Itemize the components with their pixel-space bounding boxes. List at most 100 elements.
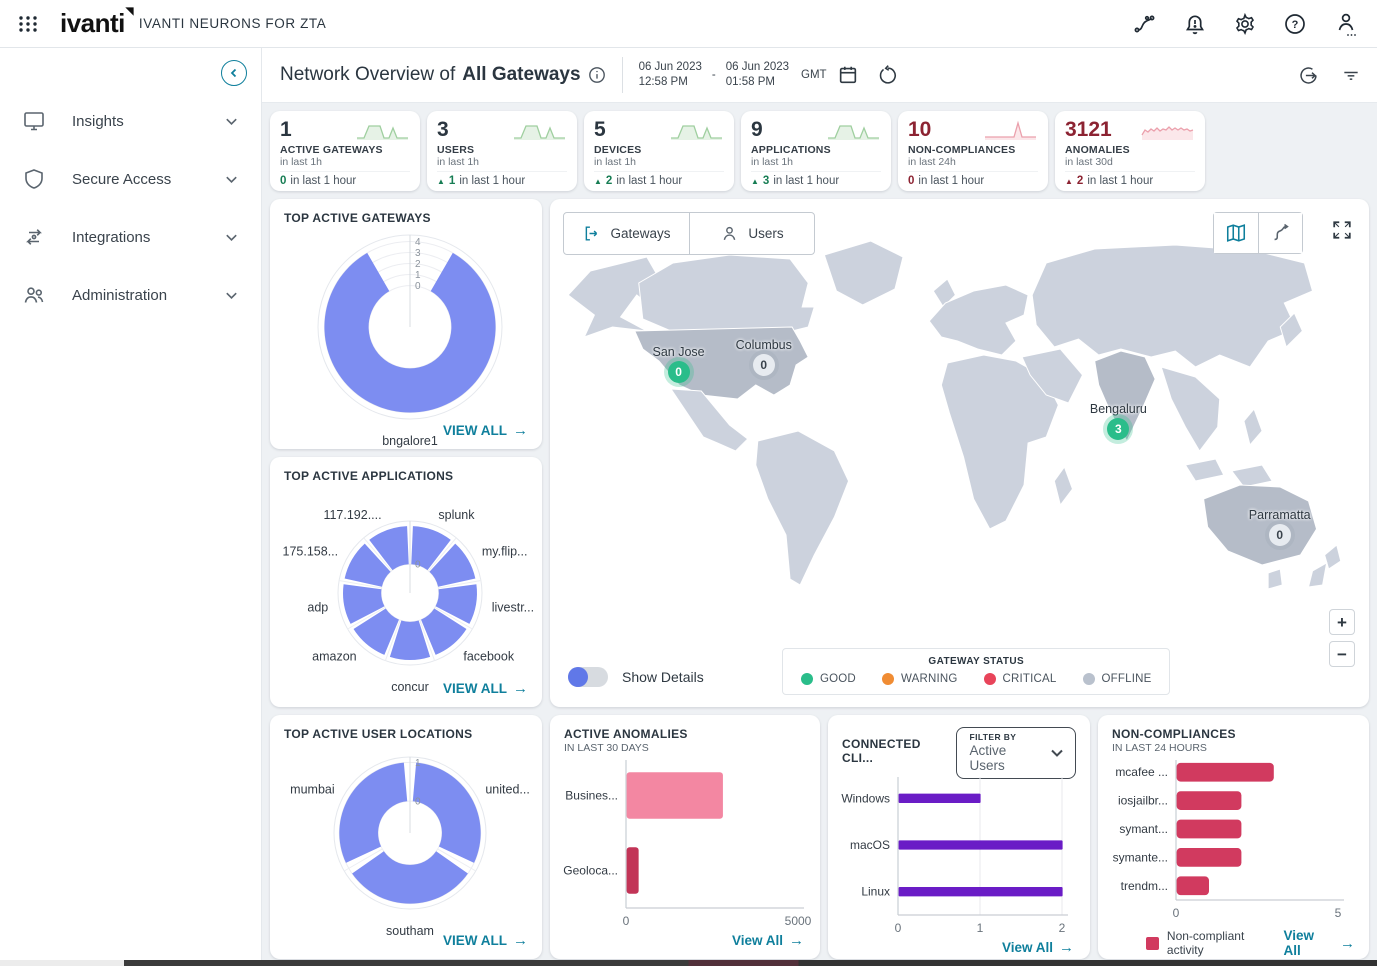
svg-text:?: ? <box>1292 19 1299 31</box>
stat-card-anomalies[interactable]: 3121 ANOMALIES in last 30d ▲ 2 in last 1 hour <box>1055 111 1205 191</box>
arrow-right-icon: → <box>513 680 528 697</box>
filter-by-dropdown[interactable]: FILTER BY Active Users <box>956 727 1076 779</box>
map-zoom-out-button[interactable]: − <box>1329 641 1355 667</box>
stat-delta: ▲ 3 in last 1 hour <box>751 171 881 187</box>
arrow-up-icon: ▲ <box>751 176 759 186</box>
widget-title: NON-COMPLIANCES <box>1112 727 1236 741</box>
arrow-right-icon: → <box>513 422 528 439</box>
refresh-icon[interactable] <box>877 64 898 86</box>
stat-value: 3 <box>437 118 449 141</box>
filter-by-label: FILTER BY <box>969 732 1017 742</box>
svg-text:Geoloca...: Geoloca... <box>563 864 618 878</box>
widget-subtitle: IN LAST 24 HOURS <box>1112 742 1207 754</box>
arrow-right-icon: → <box>1340 934 1355 952</box>
page-header: Network Overview of All Gateways 06 Jun … <box>262 48 1377 103</box>
svg-text:symant...: symant... <box>1119 822 1168 836</box>
arrow-up-icon: ▲ <box>437 176 445 186</box>
widget-title: TOP ACTIVE APPLICATIONS <box>284 469 454 483</box>
date-from-time: 12:58 PM <box>638 76 688 88</box>
svg-text:bngalore1: bngalore1 <box>382 434 438 448</box>
sparkline-icon <box>670 119 724 141</box>
stat-delta: 0 in last 1 hour <box>280 171 410 187</box>
status-dot <box>983 673 996 685</box>
ivanti-logo: ivanti ◥ <box>60 6 133 38</box>
sidebar-item-insights[interactable]: Insights <box>0 92 261 150</box>
stat-card-non-compliances[interactable]: 10 NON-COMPLIANCES in last 24h 0 in last 1 h… <box>898 111 1048 191</box>
view-all-anomalies-link[interactable]: View All → <box>731 932 804 949</box>
stat-card-users[interactable]: 3 USERS in last 1h ▲ 1 in last 1 hour <box>427 111 577 191</box>
sidebar-item-label: Administration <box>72 286 168 304</box>
map-view-button[interactable] <box>1214 213 1258 253</box>
stat-label: ANOMALIES <box>1065 144 1130 156</box>
stat-period: in last 1h <box>437 156 480 168</box>
view-all-noncompliances-link[interactable]: View All → <box>1283 928 1355 958</box>
notifications-icon[interactable] <box>1183 12 1207 36</box>
export-icon[interactable] <box>1298 65 1319 86</box>
chevron-down-icon <box>224 172 239 187</box>
marker-count-badge[interactable]: 0 <box>667 360 690 383</box>
view-all-locations-link[interactable]: VIEW ALL → <box>443 932 528 949</box>
svg-text:livestr...: livestr... <box>492 600 534 614</box>
date-from-date: 06 Jun 2023 <box>638 61 702 74</box>
date-to-date: 06 Jun 2023 <box>725 61 790 74</box>
legend-title: GATEWAY STATUS <box>928 656 1025 667</box>
marker-count-badge[interactable]: 3 <box>1107 418 1130 441</box>
dashboard-content: 1 ACTIVE GATEWAYS in last 1h 0 in last 1 hou… <box>262 103 1377 960</box>
info-icon[interactable] <box>588 66 606 84</box>
view-all-gateways-link[interactable]: VIEW ALL → <box>443 422 528 439</box>
svg-text:iosjailbr...: iosjailbr... <box>1118 794 1168 808</box>
settings-gear-icon[interactable] <box>1233 12 1257 36</box>
sidebar-item-administration[interactable]: Administration <box>0 266 261 324</box>
marker-count-badge[interactable]: 0 <box>1268 523 1291 546</box>
sidebar-collapse-button[interactable] <box>221 60 247 86</box>
legend-item-label: CRITICAL <box>1002 673 1057 685</box>
map-tab-label: Users <box>748 226 784 241</box>
calendar-icon[interactable] <box>837 64 859 86</box>
divider <box>621 57 623 93</box>
map-tab-label: Gateways <box>610 226 671 241</box>
stat-card-devices[interactable]: 5 DEVICES in last 1h ▲ 2 in last 1 hour <box>584 111 734 191</box>
user-menu-icon[interactable] <box>1333 10 1359 38</box>
legend-item-good: GOOD <box>801 673 856 685</box>
legend-item-warning: WARNING <box>881 673 958 685</box>
world-map-card: Gateways Users <box>550 199 1369 707</box>
view-all-clients-link[interactable]: View All → <box>1001 939 1074 956</box>
gateway-status-legend: GATEWAY STATUS GOOD WARNING CRITICAL OFFLIN… <box>782 648 1171 695</box>
route-view-button[interactable] <box>1258 213 1302 253</box>
legend-item-critical: CRITICAL <box>983 673 1057 685</box>
arrow-up-icon: ▲ <box>1065 176 1073 186</box>
page-title-scope[interactable]: All Gateways <box>462 64 581 85</box>
date-range-picker[interactable]: 06 Jun 2023 12:58 PM - 06 Jun 2023 01:58… <box>639 60 898 90</box>
map-zoom-in-button[interactable]: + <box>1329 609 1355 635</box>
widget-title: CONNECTED CLI... <box>842 737 921 765</box>
world-map[interactable] <box>550 199 1369 707</box>
workflow-icon[interactable] <box>1133 12 1157 36</box>
marker-count-badge[interactable]: 0 <box>752 354 775 377</box>
marker-label: Columbus <box>735 338 792 353</box>
svg-text:concur: concur <box>391 680 429 694</box>
stat-value: 10 <box>908 118 932 141</box>
legend-swatch <box>1146 936 1159 950</box>
show-details-toggle[interactable] <box>568 667 608 687</box>
product-title: IVANTI NEURONS FOR ZTA <box>138 16 327 31</box>
app-launcher-icon[interactable] <box>18 14 38 34</box>
sparkline-icon <box>513 119 567 141</box>
map-tab-gateways[interactable]: Gateways <box>564 213 689 254</box>
help-icon[interactable]: ? <box>1283 12 1307 36</box>
bottom-scrollbar[interactable] <box>0 960 1377 966</box>
legend-item-label: GOOD <box>820 673 856 685</box>
map-tab-users[interactable]: Users <box>689 213 814 254</box>
svg-text:3: 3 <box>415 248 421 259</box>
svg-text:1: 1 <box>415 758 421 769</box>
stat-label: APPLICATIONS <box>751 144 831 156</box>
fullscreen-icon[interactable] <box>1331 219 1353 241</box>
stat-delta: ▲ 1 in last 1 hour <box>437 171 567 187</box>
sidebar-item-integrations[interactable]: Integrations <box>0 208 261 266</box>
stat-card-applications[interactable]: 9 APPLICATIONS in last 1h ▲ 3 in last 1 hour <box>741 111 891 191</box>
view-all-applications-link[interactable]: VIEW ALL → <box>443 680 528 697</box>
map-view-controls <box>1213 212 1303 254</box>
stat-card-active-gateways[interactable]: 1 ACTIVE GATEWAYS in last 1h 0 in last 1 hou… <box>270 111 420 191</box>
svg-text:facebook: facebook <box>463 650 514 664</box>
filter-icon[interactable] <box>1341 65 1361 85</box>
sidebar-item-secure-access[interactable]: Secure Access <box>0 150 261 208</box>
